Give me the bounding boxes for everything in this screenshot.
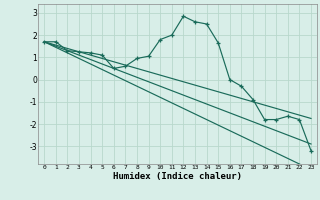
X-axis label: Humidex (Indice chaleur): Humidex (Indice chaleur) xyxy=(113,172,242,181)
